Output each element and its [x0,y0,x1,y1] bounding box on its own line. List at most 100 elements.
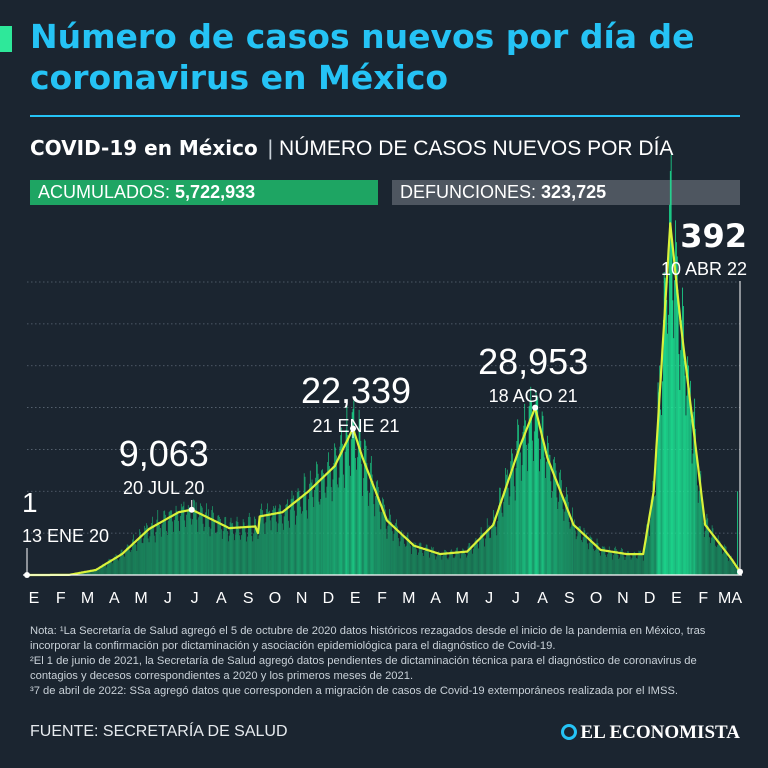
daily-bar [687,356,689,575]
annotation-dot [737,568,743,575]
daily-bar [418,552,419,575]
daily-bar [548,454,550,575]
daily-bar [206,503,207,575]
daily-bar [358,409,360,575]
daily-bar [343,487,345,575]
daily-bar [596,538,598,575]
daily-bar [576,536,578,575]
daily-bar [167,520,169,575]
daily-bar [653,481,655,575]
daily-bar [288,520,289,575]
daily-bar [449,552,451,575]
daily-bar [474,540,476,575]
daily-bar [611,553,613,575]
daily-bar [416,549,417,575]
daily-bar [209,536,211,575]
daily-bar [674,280,675,575]
daily-bar [329,466,330,575]
source-credit: FUENTE: SECRETARÍA DE SALUD [30,723,288,740]
daily-bar [708,526,709,575]
daily-bar [635,557,637,575]
daily-bar [153,535,155,575]
daily-bar [316,464,318,575]
daily-bar [309,483,310,575]
daily-bar [489,538,491,575]
daily-bar [147,538,149,575]
daily-bar [677,289,679,575]
daily-bar [691,463,693,575]
daily-bar [182,505,184,575]
daily-bar [471,548,472,575]
x-tick-label: N [296,590,308,607]
daily-bar [509,496,511,575]
daily-bar [363,439,365,575]
daily-bar [316,461,317,575]
daily-bar [737,491,738,575]
daily-bar [587,543,588,575]
daily-bar [627,551,628,575]
daily-bar [637,555,639,575]
daily-bar [397,526,398,575]
annotation-date: 18 AGO 21 [489,386,578,406]
daily-bar [264,533,266,575]
daily-bar [567,501,569,575]
daily-bar [296,492,298,575]
daily-bar [141,542,143,575]
daily-bar [122,553,124,575]
x-tick-label: F [698,590,708,607]
daily-bar [447,559,449,575]
daily-bar [594,550,595,575]
daily-bar [138,538,139,575]
daily-bar [658,392,660,575]
daily-bar [361,464,363,575]
daily-bar [546,461,547,575]
daily-bar [80,572,82,575]
daily-bar [307,518,309,575]
daily-bar [725,546,727,575]
annotation-value: 1 [22,487,38,518]
daily-bar [573,522,574,575]
daily-bar [308,499,309,575]
daily-bar [159,525,160,575]
daily-bar [455,550,457,575]
x-tick-label: F [377,590,387,607]
daily-bar [263,523,265,575]
x-tick-label: S [564,590,575,607]
x-tick-label: O [590,590,602,607]
daily-bar [315,477,316,575]
daily-bar [496,535,498,575]
daily-bar [675,220,676,575]
daily-bar [552,491,553,575]
daily-bar [98,568,100,575]
daily-bar [271,517,273,575]
daily-bar [374,516,376,575]
daily-bar [424,547,426,575]
daily-bar [388,518,390,575]
daily-bar [112,563,113,575]
daily-bar [536,399,538,575]
daily-bar [622,554,624,575]
daily-bar [92,570,93,575]
daily-bar [504,488,506,575]
daily-bar [117,559,118,575]
chart-subtitle: COVID-19 en México | NÚMERO DE CASOS NUEV… [30,136,673,161]
daily-bar [214,521,215,575]
daily-bar [269,520,271,575]
daily-bar [655,462,657,575]
daily-bar [330,487,332,575]
daily-bar [266,509,268,575]
daily-bar [598,547,600,575]
daily-bar [581,542,583,575]
daily-bar [104,565,105,575]
daily-bar [105,567,107,575]
daily-bar [479,534,481,575]
daily-bar [601,546,603,575]
daily-bar [321,470,322,575]
brand-logo: EL ECONOMISTA [561,722,740,744]
daily-bar [629,556,631,575]
daily-bar [592,541,594,575]
footnote-2: ²El 1 de junio de 2021, la Secretaría de… [30,655,697,682]
daily-bar [324,492,326,575]
daily-bar [566,487,567,575]
daily-bar [99,569,101,575]
